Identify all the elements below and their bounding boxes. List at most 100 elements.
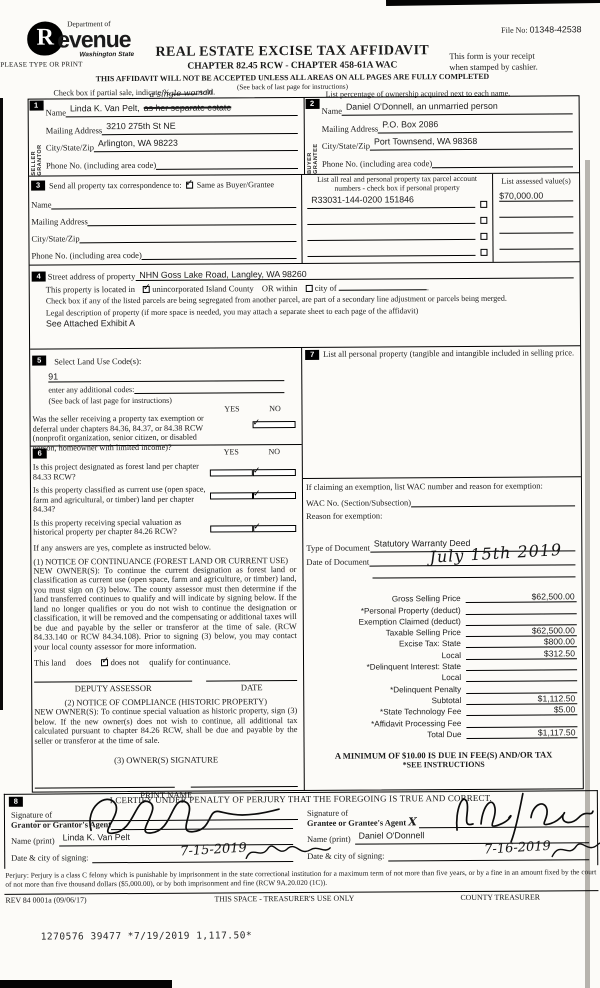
assessed-3-field[interactable] bbox=[499, 217, 574, 234]
historic-yes-checkbox[interactable] bbox=[210, 524, 254, 533]
fee-label: Local bbox=[441, 650, 462, 660]
sec6-yes-header: YES bbox=[223, 447, 239, 457]
city-checkbox[interactable] bbox=[305, 284, 313, 292]
buyer-side-label: BUYER bbox=[306, 152, 313, 174]
grantor-name-field[interactable]: Linda K. Van Pelt bbox=[58, 826, 294, 847]
fee-row-tech-fee: *State Technology Fee $5.00 bbox=[304, 704, 578, 717]
parcel-1-personal-checkbox[interactable] bbox=[480, 201, 488, 209]
owner-signature-line-2[interactable] bbox=[190, 786, 298, 788]
fee-value-field[interactable]: $5.00 bbox=[466, 704, 578, 717]
treasurer-stamp: 1270576 39477 *7/19/2019 1,117.50* bbox=[40, 930, 253, 943]
answers-yes-note: If any answers are yes, complete as inst… bbox=[33, 542, 211, 553]
assessed-1-field[interactable]: $70,000.00 bbox=[499, 185, 574, 202]
doc-type-label: Type of Document bbox=[306, 542, 370, 553]
deputy-assessor-line[interactable]: DEPUTY ASSESSOR bbox=[34, 680, 193, 694]
buyer-name-value: Daniel O'Donnell, an unmarried person bbox=[345, 101, 498, 113]
buyer-phone-label: Phone No. (including area code) bbox=[321, 157, 433, 169]
parcel-3-personal-checkbox[interactable] bbox=[480, 233, 488, 241]
seller-csz-field[interactable]: Arlington, WA 98223 bbox=[93, 132, 298, 153]
fee-value-field[interactable] bbox=[466, 661, 578, 672]
seller-phone-field[interactable] bbox=[156, 158, 299, 170]
grantor-date-field[interactable]: 7-15-2019 bbox=[92, 841, 332, 864]
buyer-phone-field[interactable] bbox=[432, 156, 574, 168]
grantee-name-field[interactable]: Daniel O'Donnell bbox=[354, 824, 590, 845]
historic-question: Is this property receiving special valua… bbox=[33, 517, 182, 537]
fee-label: *State Technology Fee bbox=[380, 707, 462, 717]
corr-mailing-field[interactable] bbox=[87, 215, 297, 227]
fee-value-field[interactable] bbox=[466, 683, 578, 694]
deputy-date-line[interactable]: DATE bbox=[206, 680, 298, 693]
seller-mailing-value: 3210 275th St NE bbox=[106, 120, 176, 131]
parcel-4-field[interactable] bbox=[307, 246, 476, 258]
grantor-name-value: Linda K. Van Pelt bbox=[62, 832, 130, 843]
fee-value-field[interactable]: $312.50 bbox=[465, 648, 578, 660]
current-use-no-checkbox[interactable] bbox=[252, 492, 297, 500]
correspondence-section: 3 Send all property tax correspondence t… bbox=[29, 173, 580, 266]
corr-phone-field[interactable] bbox=[141, 249, 297, 260]
fee-label: *Personal Property (deduct) bbox=[360, 605, 461, 616]
parcel-1-field[interactable]: R33031-144-0200 151846 bbox=[307, 189, 476, 210]
correspondence-column: 3 Send all property tax correspondence t… bbox=[29, 175, 302, 265]
historic-no-checkbox[interactable] bbox=[253, 524, 297, 532]
fee-value-field[interactable]: $1,112.50 bbox=[466, 693, 578, 705]
fee-value-field[interactable]: $800.00 bbox=[465, 636, 577, 649]
land-use-code-field[interactable]: 91 bbox=[48, 370, 285, 383]
buyer-mailing-value: P.O. Box 2086 bbox=[382, 118, 439, 130]
reason-exemption-label: Reason for exemption: bbox=[306, 511, 383, 521]
owner-signature-line-1[interactable] bbox=[34, 786, 175, 789]
does-label: does bbox=[75, 657, 92, 668]
buyer-csz-value: Port Townsend, WA 98368 bbox=[373, 136, 478, 147]
fee-value-field[interactable]: $1,117.50 bbox=[466, 727, 578, 739]
city-of-field[interactable] bbox=[338, 289, 427, 291]
seller-phone-label: Phone No. (including area code) bbox=[45, 159, 157, 171]
left-column: 5 Select Land Use Code(s): 91 enter any … bbox=[30, 347, 305, 822]
fee-value-field[interactable] bbox=[466, 672, 578, 683]
assessed-header: List assessed value(s) bbox=[501, 176, 571, 186]
document-block: Type of Document Statutory Warranty Deed… bbox=[303, 532, 581, 579]
corr-name-field[interactable] bbox=[51, 198, 297, 210]
treasurer-space-label: THIS SPACE - TREASURER'S USE ONLY bbox=[214, 893, 355, 904]
signature-of-label: Signature of bbox=[306, 808, 349, 818]
parcel-2-personal-checkbox[interactable] bbox=[480, 217, 488, 225]
does-not-checkbox[interactable] bbox=[101, 659, 109, 667]
forest-no-checkbox[interactable] bbox=[252, 469, 296, 477]
buyer-name-label: Name bbox=[321, 106, 342, 117]
assessed-2-field[interactable] bbox=[499, 201, 574, 218]
grantee-signature-block: Signature of Grantee or Grantee's Agent X… bbox=[301, 792, 600, 867]
corr-csz-field[interactable] bbox=[79, 232, 297, 244]
located-label: This property is located in bbox=[45, 284, 136, 295]
fee-value-field[interactable] bbox=[466, 717, 578, 728]
street-address-field[interactable]: NHN Goss Lake Road, Langley, WA 98260 bbox=[135, 267, 574, 282]
additional-codes-field[interactable] bbox=[134, 383, 285, 395]
unincorporated-checkbox[interactable] bbox=[143, 285, 151, 293]
exemption-no-checkbox[interactable] bbox=[252, 421, 296, 429]
fee-value-field[interactable]: $62,500.00 bbox=[465, 625, 577, 638]
parcel-2-field[interactable] bbox=[307, 214, 476, 226]
grantor-name-print-label: Name (print) bbox=[11, 836, 55, 846]
section-6-badge: 6 bbox=[32, 448, 47, 459]
grantor-signature-block: Signature of Grantor or Grantor's Agent N… bbox=[5, 798, 332, 869]
wac-number-field[interactable] bbox=[410, 496, 576, 508]
fee-row-delinq-state: *Delinquent Interest: State bbox=[304, 659, 578, 672]
buyer-csz-field[interactable]: Port Townsend, WA 98368 bbox=[369, 130, 573, 151]
section-5-badge: 5 bbox=[32, 355, 47, 366]
same-as-buyer-checkbox[interactable] bbox=[185, 181, 193, 189]
parcel-column: List all real and personal property tax … bbox=[301, 173, 494, 263]
fee-value-field[interactable] bbox=[465, 604, 577, 615]
parcel-4-personal-checkbox[interactable] bbox=[480, 249, 488, 257]
grantee-date-label: Date & city of signing: bbox=[307, 851, 385, 861]
doc-date-line-2 bbox=[372, 565, 576, 579]
fee-value-field[interactable]: $62,500.00 bbox=[465, 591, 577, 604]
assessed-4-field[interactable] bbox=[499, 233, 574, 250]
seller-side-label: SELLER bbox=[30, 150, 37, 176]
current-use-yes-checkbox[interactable] bbox=[209, 492, 254, 500]
section-4-badge: 4 bbox=[31, 271, 46, 282]
file-number: File No: 01348-42538 bbox=[501, 24, 581, 34]
land-use-section: 5 Select Land Use Code(s): 91 enter any … bbox=[30, 347, 302, 452]
grantee-date-field[interactable]: 7-16-2019 bbox=[388, 839, 600, 862]
forest-yes-checkbox[interactable] bbox=[209, 469, 253, 477]
doc-date-field[interactable]: July 15th 2019 bbox=[369, 540, 576, 567]
fee-value-field[interactable] bbox=[465, 616, 577, 626]
parcel-3-field[interactable] bbox=[307, 230, 476, 242]
fee-row-personal: *Personal Property (deduct) bbox=[304, 603, 577, 616]
